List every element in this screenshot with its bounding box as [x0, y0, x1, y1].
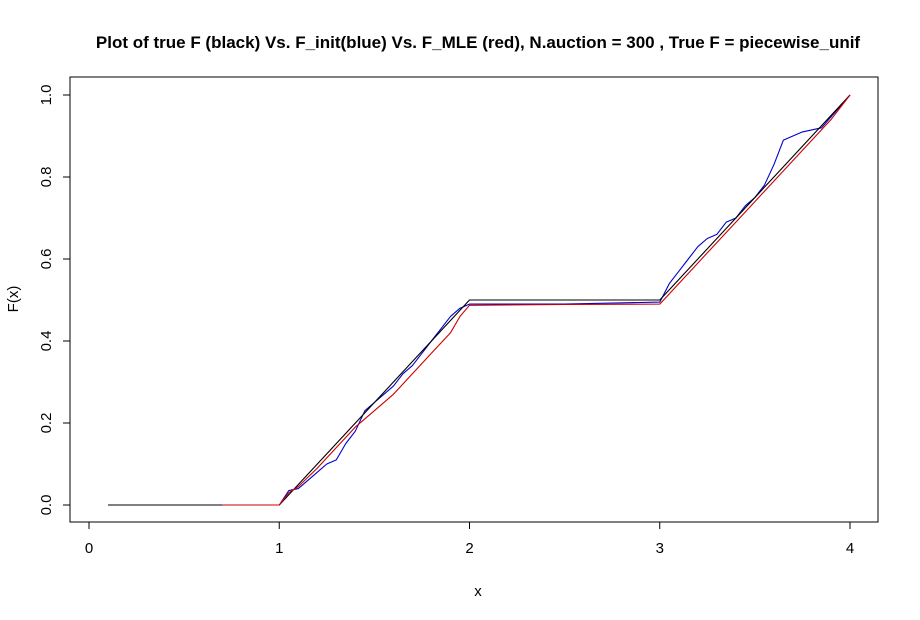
y-tick-label: 0.4: [38, 331, 55, 352]
y-tick-label: 1.0: [38, 85, 55, 106]
y-axis-title: F(x): [5, 286, 22, 313]
f-init-line: [222, 94, 851, 506]
y-tick-label: 0.6: [38, 249, 55, 270]
x-tick-label: 3: [656, 540, 664, 557]
y-tick-label: 0.2: [38, 413, 55, 434]
y-axis: 0.0 0.2 0.4 0.6 0.8 1.0: [38, 85, 71, 516]
x-axis-title: x: [474, 583, 482, 600]
y-tick-label: 0.8: [38, 167, 55, 188]
f-mle-line: [222, 94, 851, 506]
x-axis: 0 1 2 3 4: [85, 521, 854, 557]
x-tick-label: 2: [465, 540, 473, 557]
series-layer: [108, 94, 851, 506]
x-tick-label: 4: [846, 540, 854, 557]
y-tick-label: 0.0: [38, 495, 55, 516]
chart-title: Plot of true F (black) Vs. F_init(blue) …: [96, 33, 861, 52]
true-f-line: [108, 94, 851, 506]
x-tick-label: 0: [85, 540, 93, 557]
x-tick-label: 1: [275, 540, 283, 557]
